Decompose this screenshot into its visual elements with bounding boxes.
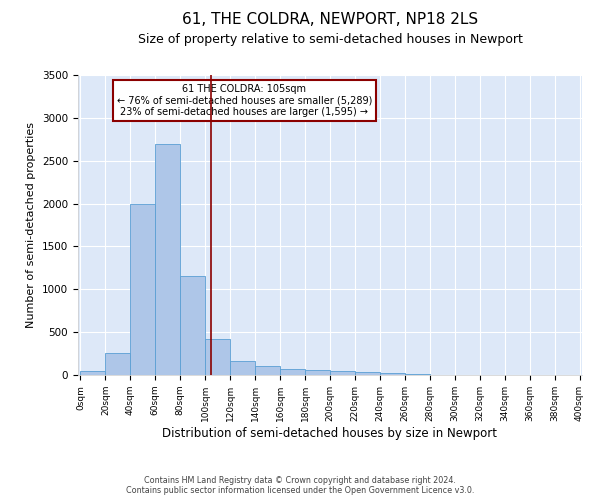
Bar	[106, 352, 130, 375]
Bar	[205, 339, 230, 375]
Text: 61, THE COLDRA, NEWPORT, NP18 2LS: 61, THE COLDRA, NEWPORT, NP18 2LS	[182, 12, 478, 28]
X-axis label: Distribution of semi-detached houses by size in Newport: Distribution of semi-detached houses by …	[163, 426, 497, 440]
Bar	[255, 366, 280, 375]
Text: Contains HM Land Registry data © Crown copyright and database right 2024.
Contai: Contains HM Land Registry data © Crown c…	[126, 476, 474, 495]
Bar	[230, 362, 255, 375]
Bar	[155, 144, 180, 375]
Text: Size of property relative to semi-detached houses in Newport: Size of property relative to semi-detach…	[137, 32, 523, 46]
Y-axis label: Number of semi-detached properties: Number of semi-detached properties	[26, 122, 37, 328]
Text: 61 THE COLDRA: 105sqm
← 76% of semi-detached houses are smaller (5,289)
23% of s: 61 THE COLDRA: 105sqm ← 76% of semi-deta…	[116, 84, 372, 117]
Bar	[305, 370, 330, 375]
Bar	[180, 276, 205, 375]
Bar	[355, 372, 380, 375]
Bar	[405, 374, 430, 375]
Bar	[280, 369, 305, 375]
Bar	[80, 370, 106, 375]
Bar	[130, 204, 155, 375]
Bar	[380, 374, 405, 375]
Bar	[330, 370, 355, 375]
